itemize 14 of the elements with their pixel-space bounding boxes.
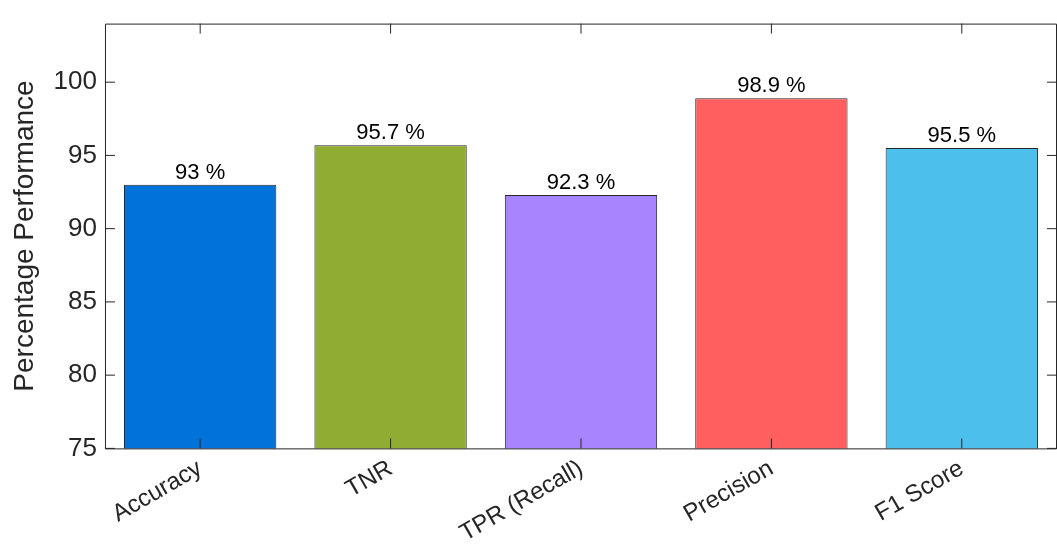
data-label: 93 %	[175, 158, 226, 184]
y-tick-label: 100	[53, 65, 97, 96]
y-tick-label: 80	[68, 358, 97, 389]
x-tick-label: F1 Score	[869, 453, 968, 526]
data-label: 95.7 %	[356, 119, 425, 145]
y-axis-title: Percentage Performance	[7, 80, 39, 392]
data-label: 95.5 %	[927, 122, 997, 148]
data-label: 92.3 %	[546, 169, 616, 195]
y-tick-label: 75	[68, 431, 97, 462]
y-tick-label: 95	[68, 138, 97, 169]
y-tick-label: 85	[68, 285, 97, 316]
y-tick-label: 90	[68, 211, 97, 242]
x-tick-label: TNR	[340, 453, 397, 502]
data-label: 98.9 %	[737, 72, 806, 98]
